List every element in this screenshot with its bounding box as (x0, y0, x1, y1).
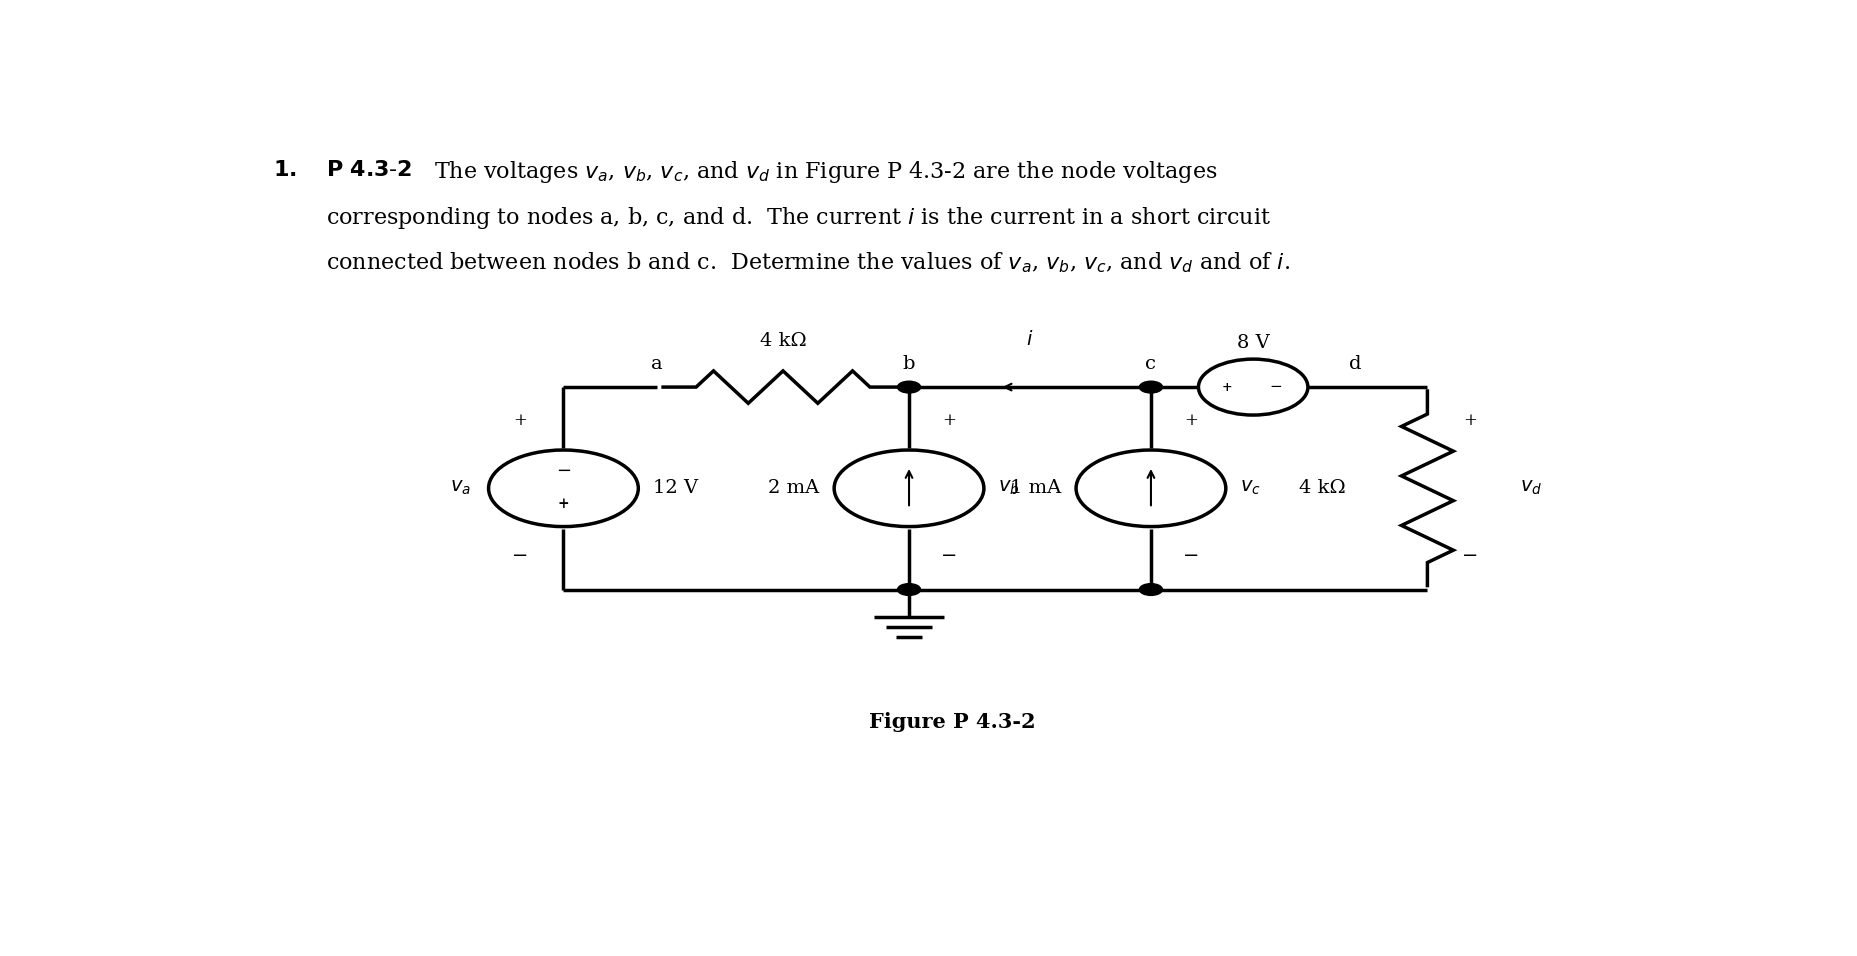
Text: −: − (1461, 548, 1478, 565)
Text: 4 kΩ: 4 kΩ (760, 333, 806, 351)
Text: $i$: $i$ (1025, 330, 1032, 349)
Text: $v_a$: $v_a$ (449, 479, 472, 497)
Circle shape (1138, 381, 1162, 393)
Text: $v_b$: $v_b$ (997, 479, 1019, 497)
Text: c: c (1144, 355, 1155, 373)
Text: +: + (1183, 412, 1198, 428)
Text: corresponding to nodes a, b, c, and d.  The current $i$ is the current in a shor: corresponding to nodes a, b, c, and d. T… (325, 205, 1270, 230)
Text: $v_d$: $v_d$ (1519, 479, 1541, 497)
Text: Figure P 4.3-2: Figure P 4.3-2 (869, 712, 1034, 732)
Text: $\mathbf{1.}$: $\mathbf{1.}$ (273, 159, 295, 181)
Text: +: + (557, 497, 568, 511)
Text: −: − (513, 548, 527, 565)
Text: −: − (1183, 548, 1200, 565)
Circle shape (1138, 583, 1162, 596)
Text: +: + (513, 412, 527, 428)
Text: −: − (555, 462, 570, 480)
Text: +: + (1463, 412, 1476, 428)
Text: b: b (903, 355, 916, 373)
Text: −: − (941, 548, 956, 565)
Text: The voltages $v_a$, $v_b$, $v_c$, and $v_d$ in Figure P 4.3-2 are the node volta: The voltages $v_a$, $v_b$, $v_c$, and $v… (435, 159, 1216, 185)
Circle shape (897, 583, 919, 596)
Text: 4 kΩ: 4 kΩ (1298, 479, 1344, 497)
Text: $\mathbf{P\ 4.3\text{-}2}$: $\mathbf{P\ 4.3\text{-}2}$ (325, 159, 412, 181)
Text: −: − (1268, 380, 1281, 394)
Text: $v_c$: $v_c$ (1240, 479, 1261, 497)
Text: +: + (1220, 380, 1231, 394)
Text: a: a (650, 355, 663, 373)
Text: +: + (941, 412, 956, 428)
Text: 1 mA: 1 mA (1010, 479, 1060, 497)
Text: 12 V: 12 V (652, 479, 698, 497)
Text: d: d (1348, 355, 1361, 373)
Circle shape (897, 381, 919, 393)
Text: 8 V: 8 V (1237, 334, 1268, 352)
Text: connected between nodes b and c.  Determine the values of $v_a$, $v_b$, $v_c$, a: connected between nodes b and c. Determi… (325, 250, 1289, 274)
Text: 2 mA: 2 mA (769, 479, 819, 497)
